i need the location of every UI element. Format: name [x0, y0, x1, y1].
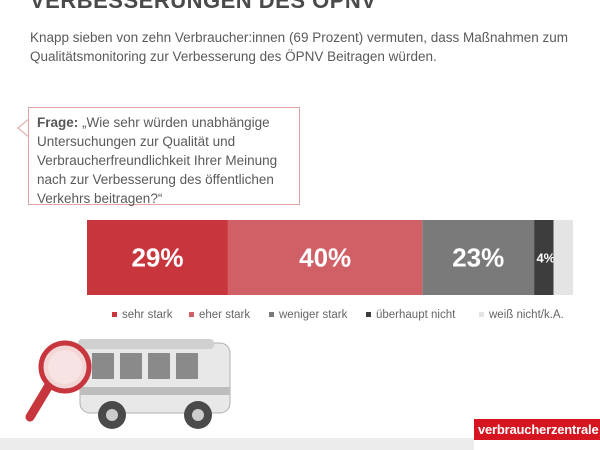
- bus-icon: [78, 339, 231, 429]
- bar-segment-2: [227, 220, 423, 295]
- bar-segment-4: [534, 220, 554, 295]
- footer-strip: [0, 438, 474, 450]
- bar-data-label-1: 29%: [131, 243, 183, 273]
- legend-swatch-1: [112, 312, 117, 317]
- question-text: „Wie sehr würden unabhängige Untersuchun…: [37, 115, 278, 206]
- bar-segment-1: [87, 220, 228, 295]
- question-box: Frage: „Wie sehr würden unabhängige Unte…: [28, 107, 300, 206]
- page-subtitle: Knapp sieben von zehn Verbraucher:innen …: [30, 30, 569, 64]
- bar-segment-5: [553, 220, 573, 295]
- stacked-bar-chart: 29% 40% 23% 4% sehr stark eher stark weniger s…: [87, 220, 573, 321]
- speech-bubble-tail: [17, 118, 31, 139]
- legend-swatch-4: [366, 312, 371, 317]
- bar-data-label-4: 4%: [536, 251, 555, 266]
- legend-label-5: weiß nicht/k.A.: [488, 309, 564, 321]
- legend-label-2: eher stark: [199, 309, 250, 321]
- question-label: Frage:: [37, 115, 79, 130]
- legend-label-3: weniger stark: [278, 309, 348, 321]
- legend-swatch-2: [189, 312, 194, 317]
- logo-underline: [474, 440, 600, 450]
- legend-swatch-5: [479, 312, 484, 317]
- legend-label-4: überhaupt nicht: [376, 309, 456, 321]
- magnifier-icon: [25, 340, 92, 422]
- bus-illustration: [25, 339, 231, 429]
- page-title: VERBESSERUNGEN DES ÖPNV: [30, 0, 377, 13]
- bar-data-label-3: 23%: [452, 243, 504, 273]
- bar-segment-3: [422, 220, 535, 295]
- logo-text: verbraucherzentrale: [478, 422, 599, 437]
- legend-label-1: sehr stark: [122, 309, 173, 321]
- legend-swatch-3: [269, 312, 274, 317]
- verbraucherzentrale-logo: verbraucherzentrale: [474, 419, 600, 450]
- bar-data-label-2: 40%: [299, 243, 351, 273]
